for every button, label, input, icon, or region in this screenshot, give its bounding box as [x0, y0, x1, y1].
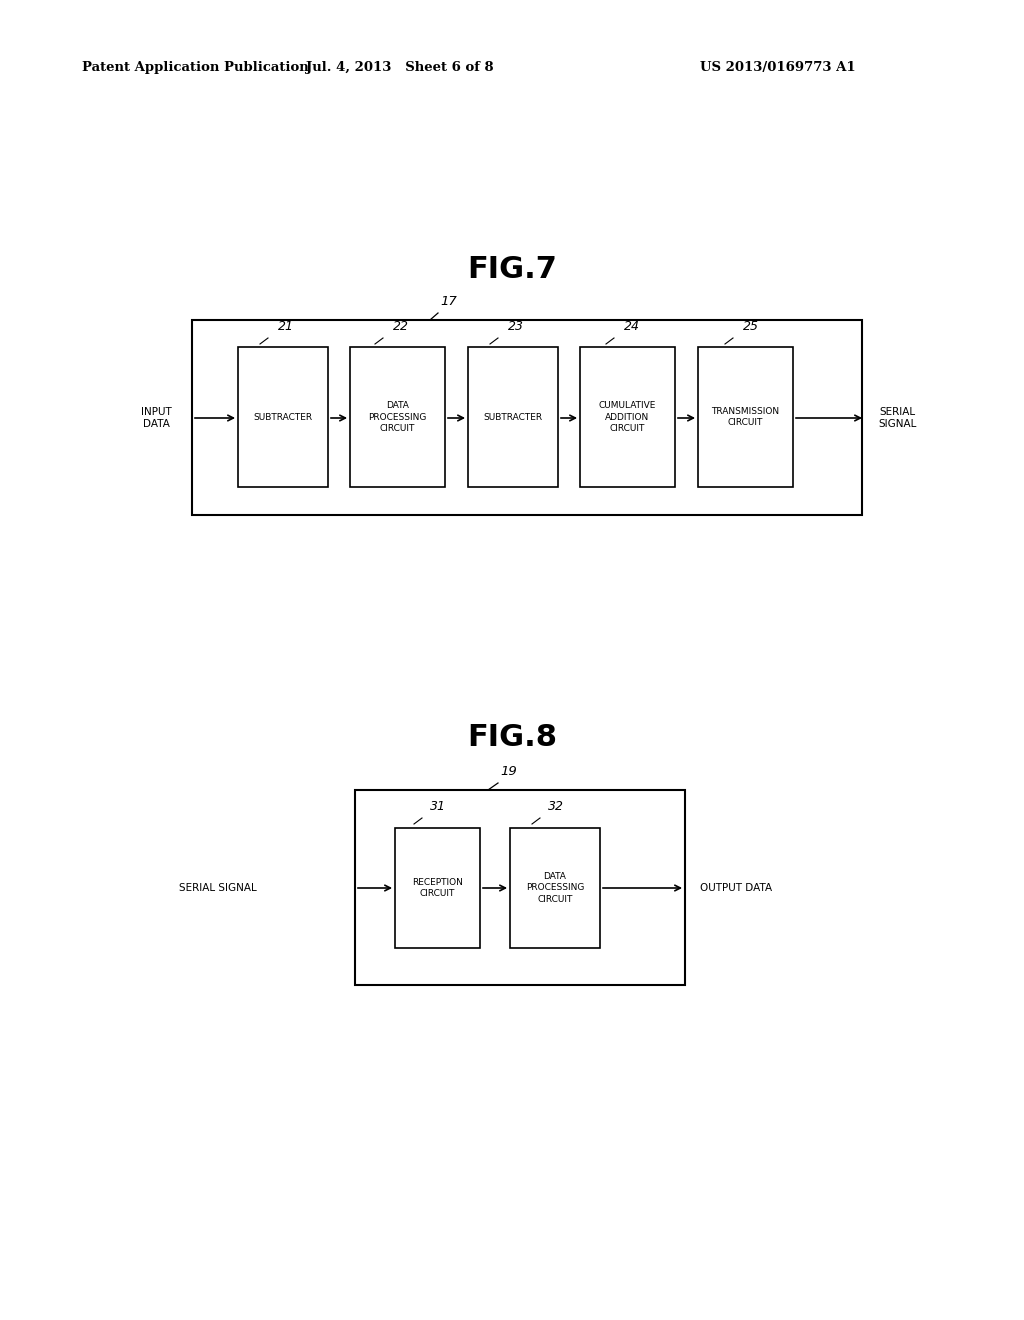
Text: 31: 31	[430, 800, 446, 813]
Text: INPUT
DATA: INPUT DATA	[141, 407, 172, 429]
Text: FIG.7: FIG.7	[467, 256, 557, 285]
Text: CUMULATIVE
ADDITION
CIRCUIT: CUMULATIVE ADDITION CIRCUIT	[599, 401, 656, 433]
Text: SERIAL SIGNAL: SERIAL SIGNAL	[179, 883, 257, 894]
Bar	[355, 789, 685, 985]
Text: 23: 23	[508, 319, 524, 333]
Bar	[193, 319, 862, 515]
Bar	[395, 828, 480, 948]
Text: FIG.8: FIG.8	[467, 723, 557, 752]
Text: 24: 24	[624, 319, 640, 333]
Bar	[468, 347, 558, 487]
Text: 17: 17	[440, 294, 457, 308]
Text: OUTPUT DATA: OUTPUT DATA	[700, 883, 772, 894]
Text: 21: 21	[278, 319, 294, 333]
Bar	[238, 347, 328, 487]
Text: 25: 25	[743, 319, 759, 333]
Bar	[350, 347, 445, 487]
Text: Jul. 4, 2013   Sheet 6 of 8: Jul. 4, 2013 Sheet 6 of 8	[306, 62, 494, 74]
Bar	[580, 347, 675, 487]
Bar	[698, 347, 793, 487]
Text: 19: 19	[500, 766, 517, 777]
Text: SUBTRACTER: SUBTRACTER	[253, 412, 312, 421]
Text: US 2013/0169773 A1: US 2013/0169773 A1	[700, 62, 856, 74]
Text: 32: 32	[548, 800, 564, 813]
Text: SERIAL
SIGNAL: SERIAL SIGNAL	[878, 407, 916, 429]
Text: SUBTRACTER: SUBTRACTER	[483, 412, 543, 421]
Text: 22: 22	[393, 319, 409, 333]
Text: RECEPTION
CIRCUIT: RECEPTION CIRCUIT	[412, 878, 463, 898]
Text: DATA
PROCESSING
CIRCUIT: DATA PROCESSING CIRCUIT	[525, 873, 584, 904]
Text: DATA
PROCESSING
CIRCUIT: DATA PROCESSING CIRCUIT	[369, 401, 427, 433]
Text: Patent Application Publication: Patent Application Publication	[82, 62, 309, 74]
Text: TRANSMISSION
CIRCUIT: TRANSMISSION CIRCUIT	[712, 407, 779, 428]
Bar	[510, 828, 600, 948]
